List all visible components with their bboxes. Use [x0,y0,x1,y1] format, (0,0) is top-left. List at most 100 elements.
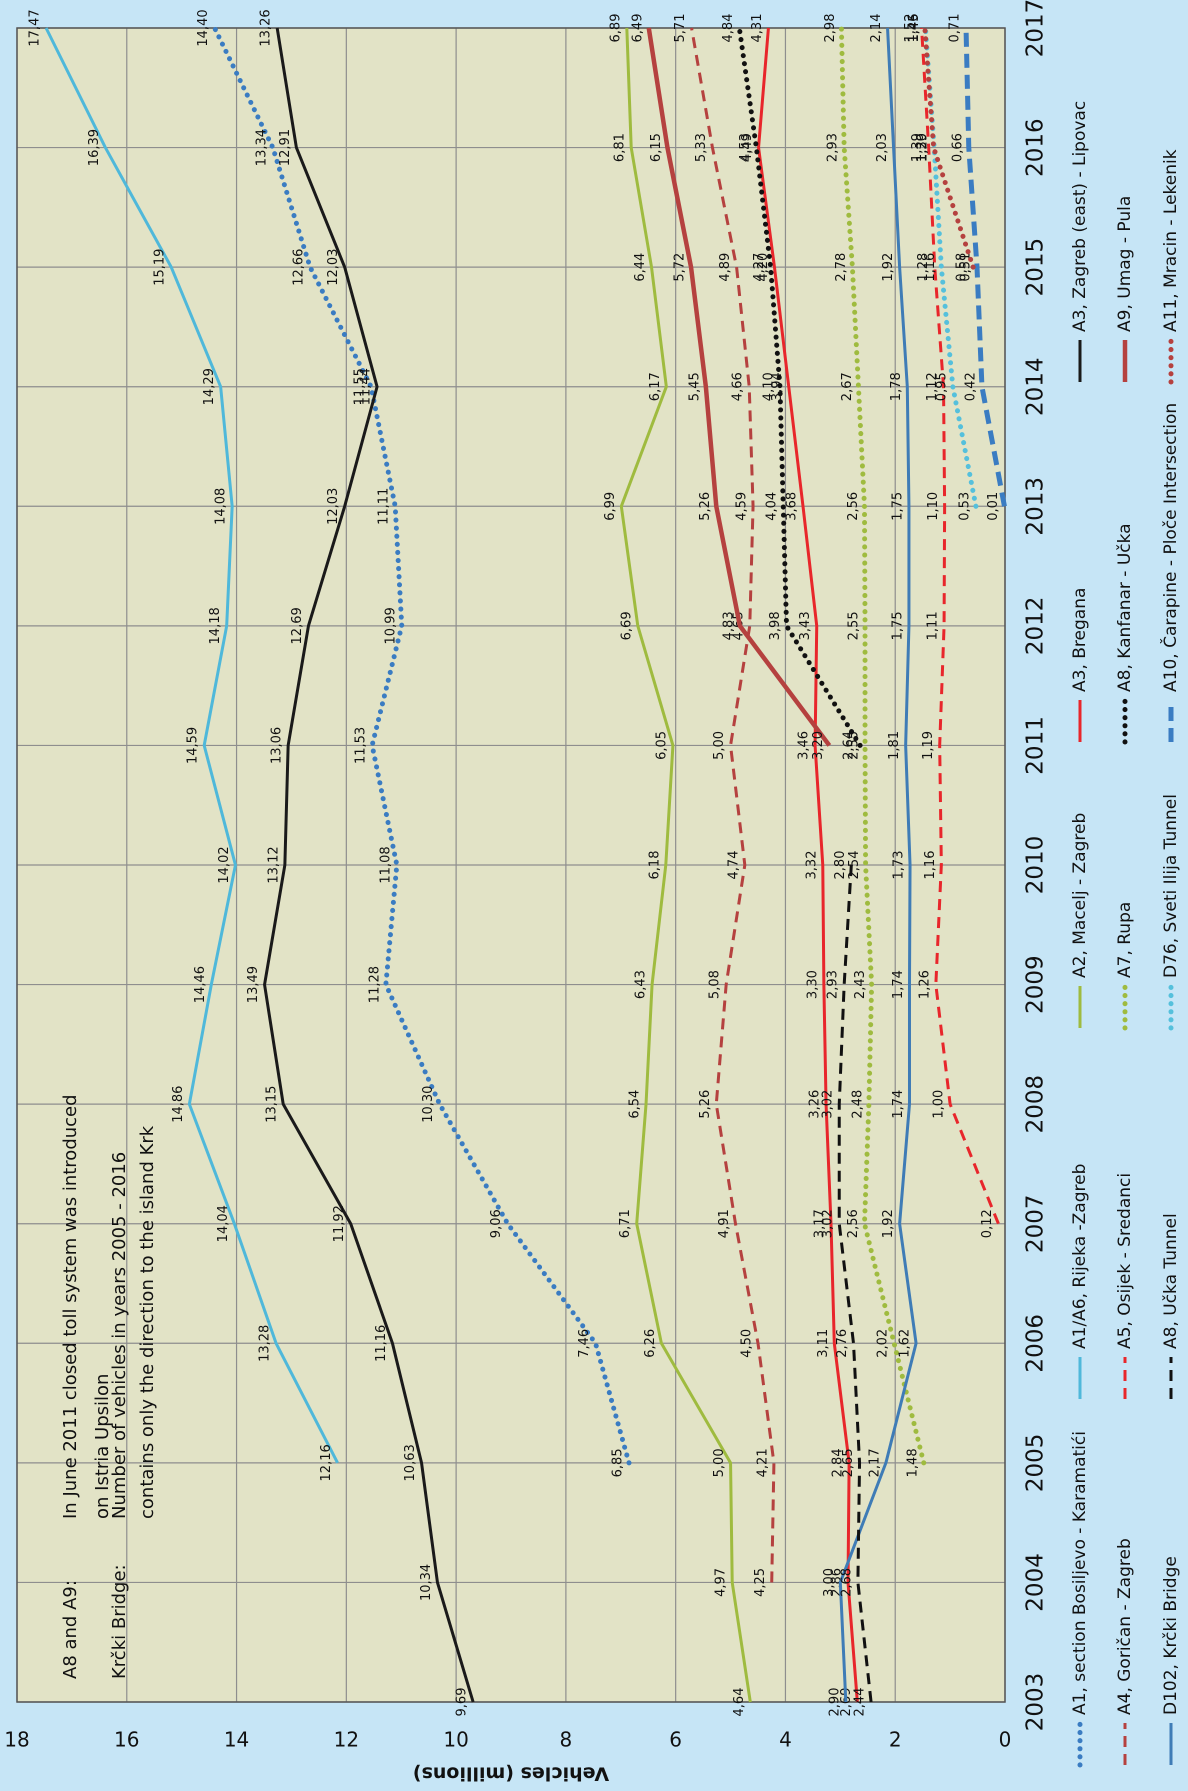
legend-label: A5, Osijek - Sredanci [1115,1173,1135,1349]
data-label: 0,42 [963,372,978,401]
data-label: 1,10 [926,492,941,521]
y-axis-title: Vehicles (millions) [413,1763,609,1785]
y-tick-label: 0 [999,1728,1012,1752]
data-label: 5,26 [698,1090,713,1119]
data-label: 5,45 [687,372,702,401]
data-label: 6,17 [648,372,663,401]
data-label: 2,76 [835,1329,850,1358]
data-label: 2,43 [853,970,868,999]
data-label: 2,44 [853,1688,868,1717]
data-label: 3,02 [821,1209,836,1238]
data-label: 13,15 [265,1086,280,1123]
x-tick-label: 2014 [1023,357,1049,416]
data-label: 3,00 [822,1568,837,1597]
x-tick-label: 2009 [1023,955,1049,1014]
data-label: 6,85 [611,1448,626,1477]
legend-label: A3, Zagreb (east) - Lipovac [1070,101,1090,332]
data-label: 6,99 [603,492,618,521]
legend-label: A11, Mracin - Lekenik [1161,149,1181,332]
data-label: 2,93 [826,970,841,999]
data-label: 13,34 [254,129,269,166]
data-label: 1,16 [923,851,938,880]
data-label: 3,26 [808,1090,823,1119]
data-label: 1,30 [915,133,930,162]
y-tick-label: 12 [334,1728,359,1752]
data-label: 6,18 [647,851,662,880]
data-label: 3,30 [805,970,820,999]
data-label: 10,30 [421,1086,436,1123]
data-label: 1,16 [923,253,938,282]
data-label: 14,08 [214,488,229,525]
data-label: 3,43 [798,611,813,640]
data-label: 2,48 [850,1090,865,1119]
data-label: 3,68 [785,492,800,521]
series-line [963,27,1007,507]
series-line [646,27,832,747]
y-tick-label: 2 [889,1728,902,1752]
data-label: 13,06 [270,727,285,764]
data-label: 2,56 [846,1209,861,1238]
data-label: 2,55 [847,611,862,640]
data-label: 14,04 [216,1205,231,1242]
data-label: 1,12 [925,372,940,401]
data-label: 11,92 [332,1205,347,1242]
data-label: 5,72 [673,253,688,282]
data-label: 0,71 [948,14,963,43]
data-label: 11,28 [367,966,382,1003]
data-label: 4,21 [755,1448,770,1477]
legend-label: A7, Rupa [1115,902,1135,978]
x-tick-label: 2011 [1023,716,1049,775]
data-label: 4,64 [732,1688,747,1717]
legend-label: D76, Sveti Ilija Tunnel [1161,794,1181,978]
data-label: 2,68 [839,1568,854,1597]
data-label: 13,26 [259,9,274,46]
data-label: 10,34 [419,1564,434,1601]
data-label: 1,75 [890,492,905,521]
data-label: 1,73 [892,851,907,880]
data-label: 0,58 [955,253,970,282]
data-label: 1,19 [921,731,936,760]
data-label: 2,90 [827,1688,842,1717]
data-label: 12,91 [278,129,293,166]
legend-label: A3, Bregana [1070,588,1090,692]
data-label: 4,97 [714,1568,729,1597]
data-label: 9,69 [455,1688,470,1717]
data-label: 6,15 [649,133,664,162]
data-label: 1,46 [906,14,921,43]
data-label: 14,40 [196,9,211,46]
data-label: 2,56 [846,492,861,521]
data-label: 3,17 [813,1209,828,1238]
data-label: 1,48 [905,1448,920,1477]
data-label: 3,46 [797,731,812,760]
y-tick-label: 6 [669,1728,682,1752]
series-line [757,27,859,1703]
data-label: 2,17 [867,1448,882,1477]
data-label: 3,02 [821,1090,836,1119]
series-line [212,25,632,1466]
data-label: 3,20 [811,731,826,760]
data-label: 15,19 [153,249,168,286]
data-label: 3,32 [804,851,819,880]
annotation-label: A8 and A9: [60,1580,81,1679]
data-label: 2,65 [841,1448,856,1477]
data-label: 7,46 [577,1329,592,1358]
x-tick-label: 2012 [1023,597,1049,656]
data-label: 11,08 [378,846,393,883]
legend-label: A1/A6, Rijeka -Zagreb [1070,1164,1090,1349]
x-tick-label: 2008 [1023,1075,1049,1134]
data-label: 4,84 [721,14,736,43]
data-label: 4,27 [752,253,767,282]
data-label: 4,04 [765,492,780,521]
data-label: 4,49 [740,133,755,162]
annotation-text: Number of vehicles in years 2005 - 2016 [109,1152,130,1519]
y-tick-label: 10 [443,1728,468,1752]
data-label: 4,91 [717,1209,732,1238]
data-label: 1,45 [907,14,922,43]
data-label: 6,54 [628,1090,643,1119]
series-line [690,27,776,1583]
x-tick-label: 2006 [1023,1314,1049,1373]
data-label: 0,95 [934,372,949,401]
data-label: 14,46 [193,966,208,1003]
data-label: 3,11 [816,1329,831,1358]
